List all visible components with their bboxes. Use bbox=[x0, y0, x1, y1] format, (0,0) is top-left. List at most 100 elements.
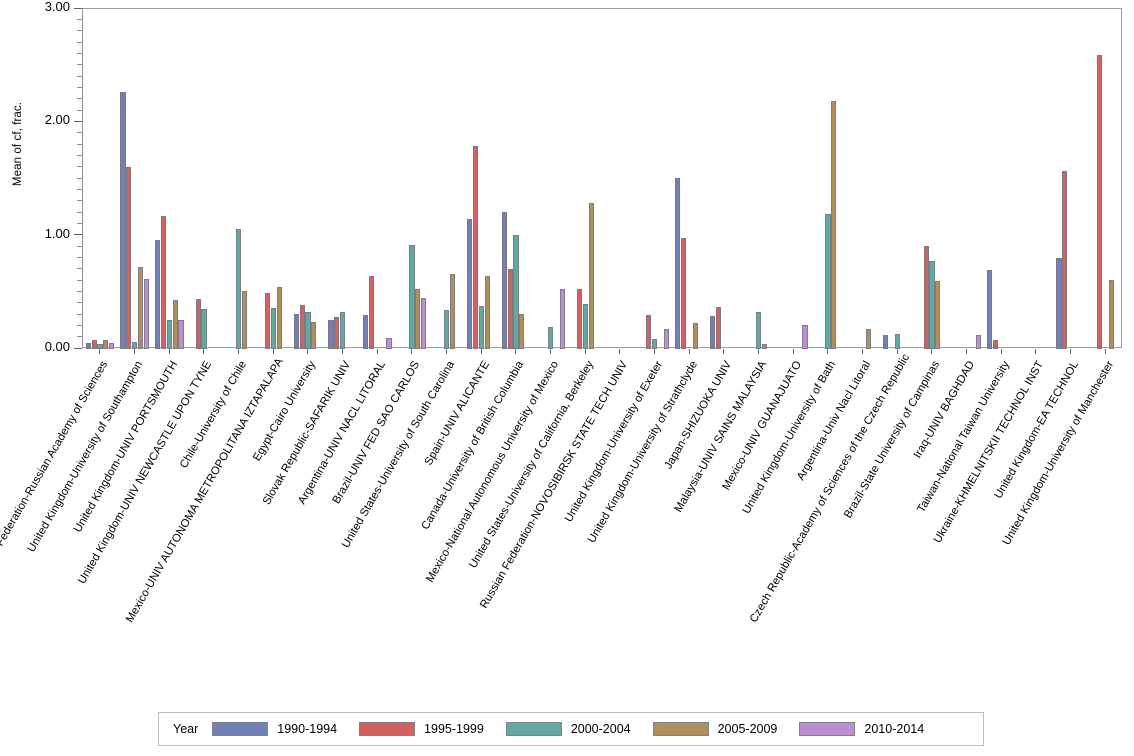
x-axis-tick-mark bbox=[1000, 349, 1002, 354]
legend-items: 1990-1994 1995-1999 2000-2004 2005-2009 2010… bbox=[212, 722, 946, 736]
x-axis-tick-mark bbox=[862, 349, 863, 354]
bar bbox=[865, 328, 872, 349]
bar bbox=[929, 260, 935, 349]
bar bbox=[519, 313, 525, 349]
bar bbox=[137, 267, 144, 349]
y-axis-minor-tick bbox=[77, 143, 82, 145]
bar bbox=[328, 319, 334, 349]
y-axis-minor-tick bbox=[77, 18, 82, 20]
bar bbox=[923, 245, 929, 349]
x-axis-tick-mark bbox=[966, 349, 967, 354]
y-axis-minor-tick bbox=[77, 324, 82, 326]
y-axis-minor-tick bbox=[77, 177, 82, 179]
bar bbox=[160, 216, 167, 349]
bar bbox=[1062, 171, 1068, 349]
bar-group bbox=[85, 9, 115, 349]
bar bbox=[484, 276, 490, 349]
bar-group bbox=[883, 9, 912, 349]
bar-group bbox=[501, 9, 531, 349]
y-axis-minor-tick bbox=[77, 75, 82, 77]
bar-group bbox=[155, 9, 184, 349]
x-axis-tick-mark bbox=[931, 349, 933, 354]
bar-series-container bbox=[83, 9, 1123, 349]
y-axis-minor-tick bbox=[77, 86, 82, 88]
bar bbox=[334, 317, 340, 349]
bar bbox=[178, 319, 184, 349]
bar bbox=[513, 234, 519, 349]
bar bbox=[467, 218, 473, 349]
bar bbox=[478, 305, 484, 349]
bar-group bbox=[432, 9, 461, 349]
x-axis-tick-mark bbox=[584, 349, 586, 354]
bar bbox=[576, 288, 583, 349]
y-axis-minor-tick bbox=[77, 256, 82, 258]
bar-group bbox=[675, 9, 704, 349]
bar bbox=[103, 339, 109, 349]
bar bbox=[507, 268, 513, 349]
bar-group bbox=[120, 9, 149, 349]
bar-group bbox=[571, 9, 600, 349]
x-axis-tick-mark bbox=[376, 349, 378, 354]
x-axis-tick-mark bbox=[1104, 349, 1106, 354]
y-axis-tick-mark bbox=[74, 347, 82, 349]
x-axis-tick-mark bbox=[203, 349, 205, 354]
legend-item[interactable]: 2005-2009 bbox=[652, 722, 777, 736]
y-axis-minor-tick bbox=[77, 302, 82, 304]
legend-item[interactable]: 2010-2014 bbox=[799, 722, 924, 736]
x-axis-tick-mark bbox=[307, 349, 309, 354]
y-axis-tick-mark bbox=[74, 7, 82, 9]
bar-group bbox=[848, 9, 877, 349]
y-axis-tick-label: 2.00 bbox=[44, 112, 70, 128]
bar-group bbox=[536, 9, 565, 349]
y-axis-minor-tick bbox=[77, 64, 82, 66]
bar bbox=[1096, 55, 1103, 349]
bar bbox=[761, 344, 768, 349]
x-axis-tick-mark bbox=[758, 349, 759, 354]
x-axis-tick-mark bbox=[411, 349, 413, 354]
bar bbox=[241, 291, 248, 349]
y-axis-minor-tick bbox=[77, 313, 82, 315]
bar-group bbox=[987, 9, 1016, 349]
y-axis-tick-mark bbox=[74, 120, 82, 122]
bar bbox=[652, 338, 658, 349]
x-axis-tick-mark bbox=[654, 349, 655, 354]
y-axis-minor-tick bbox=[77, 268, 82, 270]
bar-group bbox=[398, 9, 427, 349]
bar bbox=[415, 288, 421, 349]
legend-item[interactable]: 2000-2004 bbox=[505, 722, 631, 736]
x-axis-tick-mark bbox=[723, 349, 725, 354]
bar-group bbox=[744, 9, 773, 349]
bar bbox=[299, 304, 305, 349]
bar bbox=[172, 300, 178, 349]
bar-group bbox=[293, 9, 323, 349]
legend-item-label: 1995-1999 bbox=[424, 722, 484, 736]
legend-item[interactable]: 1995-1999 bbox=[359, 722, 484, 736]
plot-area bbox=[82, 8, 1123, 349]
bar bbox=[421, 298, 427, 349]
bar bbox=[935, 281, 941, 349]
y-axis-tick-label: 0.00 bbox=[44, 339, 70, 354]
x-axis-tick-mark bbox=[446, 349, 447, 354]
bar bbox=[756, 311, 762, 349]
x-axis-tick-mark bbox=[272, 349, 274, 354]
bar bbox=[270, 308, 276, 349]
y-axis-minor-tick bbox=[77, 30, 82, 32]
y-axis-minor-tick bbox=[77, 98, 82, 100]
legend-item[interactable]: 1990-1994 bbox=[212, 722, 337, 736]
y-axis-minor-tick bbox=[77, 211, 82, 213]
bar bbox=[91, 339, 97, 349]
bar-group bbox=[190, 9, 219, 349]
x-axis-tick-mark bbox=[1035, 349, 1037, 354]
bar bbox=[368, 276, 375, 349]
bar bbox=[132, 342, 138, 349]
y-axis-tick-label: 3.00 bbox=[44, 0, 70, 14]
bar-group bbox=[606, 9, 635, 349]
bar bbox=[646, 315, 652, 349]
bar bbox=[409, 244, 415, 349]
x-axis-tick-mark bbox=[99, 349, 101, 354]
bar bbox=[894, 334, 900, 349]
y-axis-minor-tick bbox=[77, 154, 82, 156]
y-axis-minor-tick bbox=[77, 200, 82, 202]
y-axis-minor-tick bbox=[77, 290, 82, 292]
